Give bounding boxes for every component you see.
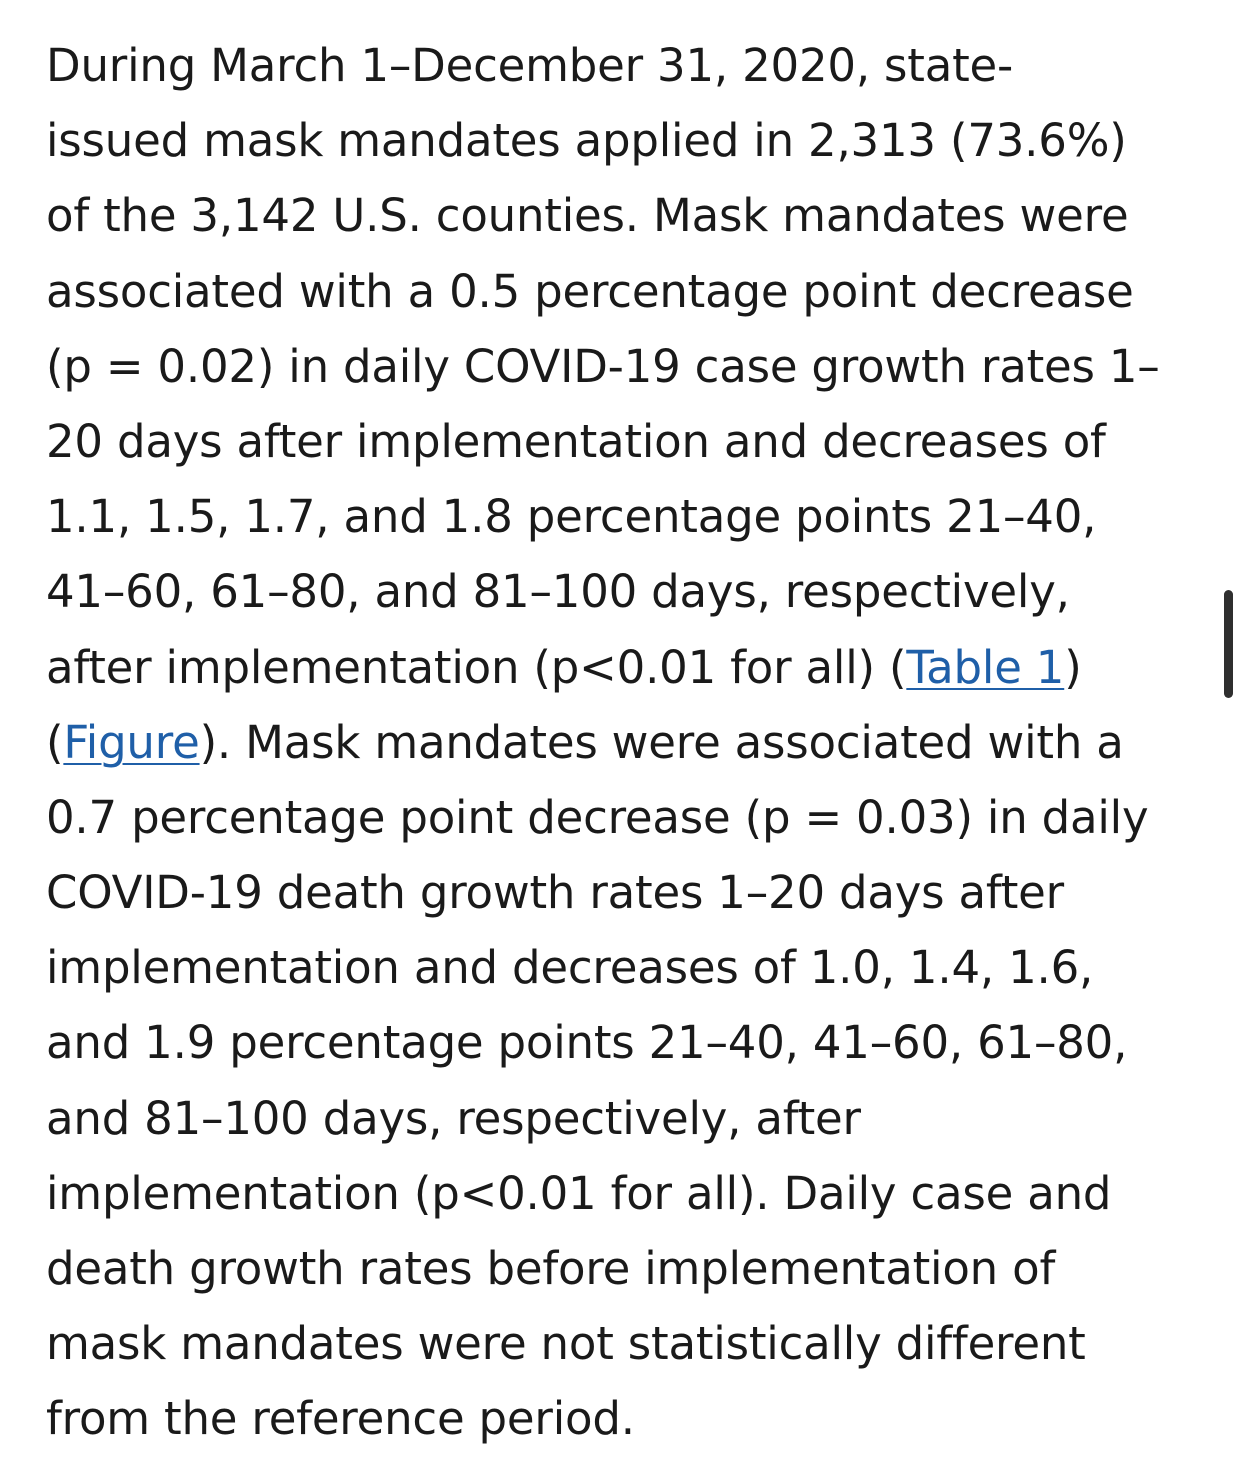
text-line: (p = 0.02) in daily COVID-19 case growth… — [46, 329, 1206, 404]
text-segment: 20 days after implementation and decreas… — [46, 414, 1106, 468]
text-line: COVID-19 death growth rates 1–20 days af… — [46, 855, 1206, 930]
text-segment: ( — [46, 715, 64, 769]
text-segment: 1.1, 1.5, 1.7, and 1.8 percentage points… — [46, 490, 1097, 544]
text-segment: death growth rates before implementation… — [46, 1242, 1056, 1295]
text-line: issued mask mandates applied in 2,313 (7… — [46, 103, 1206, 178]
text-line: 1.1, 1.5, 1.7, and 1.8 percentage points… — [46, 479, 1206, 554]
text-segment: implementation and decreases of 1.0, 1.4… — [46, 941, 1094, 995]
text-segment: ) — [1064, 640, 1082, 694]
text-line: from the reference period. — [46, 1381, 1206, 1456]
text-segment: associated with a 0.5 percentage point d… — [46, 264, 1134, 318]
text-line: and 1.9 percentage points 21–40, 41–60, … — [46, 1005, 1206, 1080]
text-segment: (p = 0.02) in daily COVID-19 case growth… — [46, 339, 1160, 393]
text-segment: ). Mask mandates were associated with a — [199, 715, 1124, 769]
text-segment: and 1.9 percentage points 21–40, 41–60, … — [46, 1016, 1128, 1070]
article-paragraph: During March 1–December 31, 2020, state-… — [46, 28, 1206, 1457]
text-line: (Figure). Mask mandates were associated … — [46, 705, 1206, 780]
text-segment: and 81–100 days, respectively, after — [46, 1091, 861, 1145]
text-line: mask mandates were not statistically dif… — [46, 1306, 1206, 1381]
text-segment: issued mask mandates applied in 2,313 (7… — [46, 114, 1127, 168]
text-line: During March 1–December 31, 2020, state- — [46, 28, 1206, 103]
text-segment: 0.7 percentage point decrease (p = 0.03)… — [46, 790, 1149, 844]
text-line: after implementation (p<0.01 for all) (T… — [46, 630, 1206, 705]
text-line: death growth rates before implementation… — [46, 1231, 1206, 1306]
text-line: and 81–100 days, respectively, after — [46, 1081, 1206, 1156]
text-line: implementation and decreases of 1.0, 1.4… — [46, 930, 1206, 1005]
text-line: associated with a 0.5 percentage point d… — [46, 254, 1206, 329]
text-line: 20 days after implementation and decreas… — [46, 404, 1206, 479]
text-segment: of the 3,142 U.S. counties. Mask mandate… — [46, 189, 1129, 243]
text-segment: mask mandates were not statistically dif… — [46, 1317, 1086, 1371]
text-line: of the 3,142 U.S. counties. Mask mandate… — [46, 178, 1206, 253]
scrollbar-thumb[interactable] — [1224, 590, 1233, 698]
text-segment: During March 1–December 31, 2020, state- — [46, 39, 1014, 92]
text-line: 41–60, 61–80, and 81–100 days, respectiv… — [46, 554, 1206, 629]
text-segment: from the reference period. — [46, 1392, 635, 1446]
text-segment: after implementation (p<0.01 for all) ( — [46, 640, 907, 694]
figure-link[interactable]: Figure — [63, 715, 200, 769]
text-segment: 41–60, 61–80, and 81–100 days, respectiv… — [46, 565, 1070, 619]
text-line: 0.7 percentage point decrease (p = 0.03)… — [46, 780, 1206, 855]
text-line: implementation (p<0.01 for all). Daily c… — [46, 1156, 1206, 1231]
text-segment: implementation (p<0.01 for all). Daily c… — [46, 1166, 1112, 1220]
text-segment: COVID-19 death growth rates 1–20 days af… — [46, 866, 1064, 920]
table-1-link[interactable]: Table 1 — [906, 640, 1065, 694]
